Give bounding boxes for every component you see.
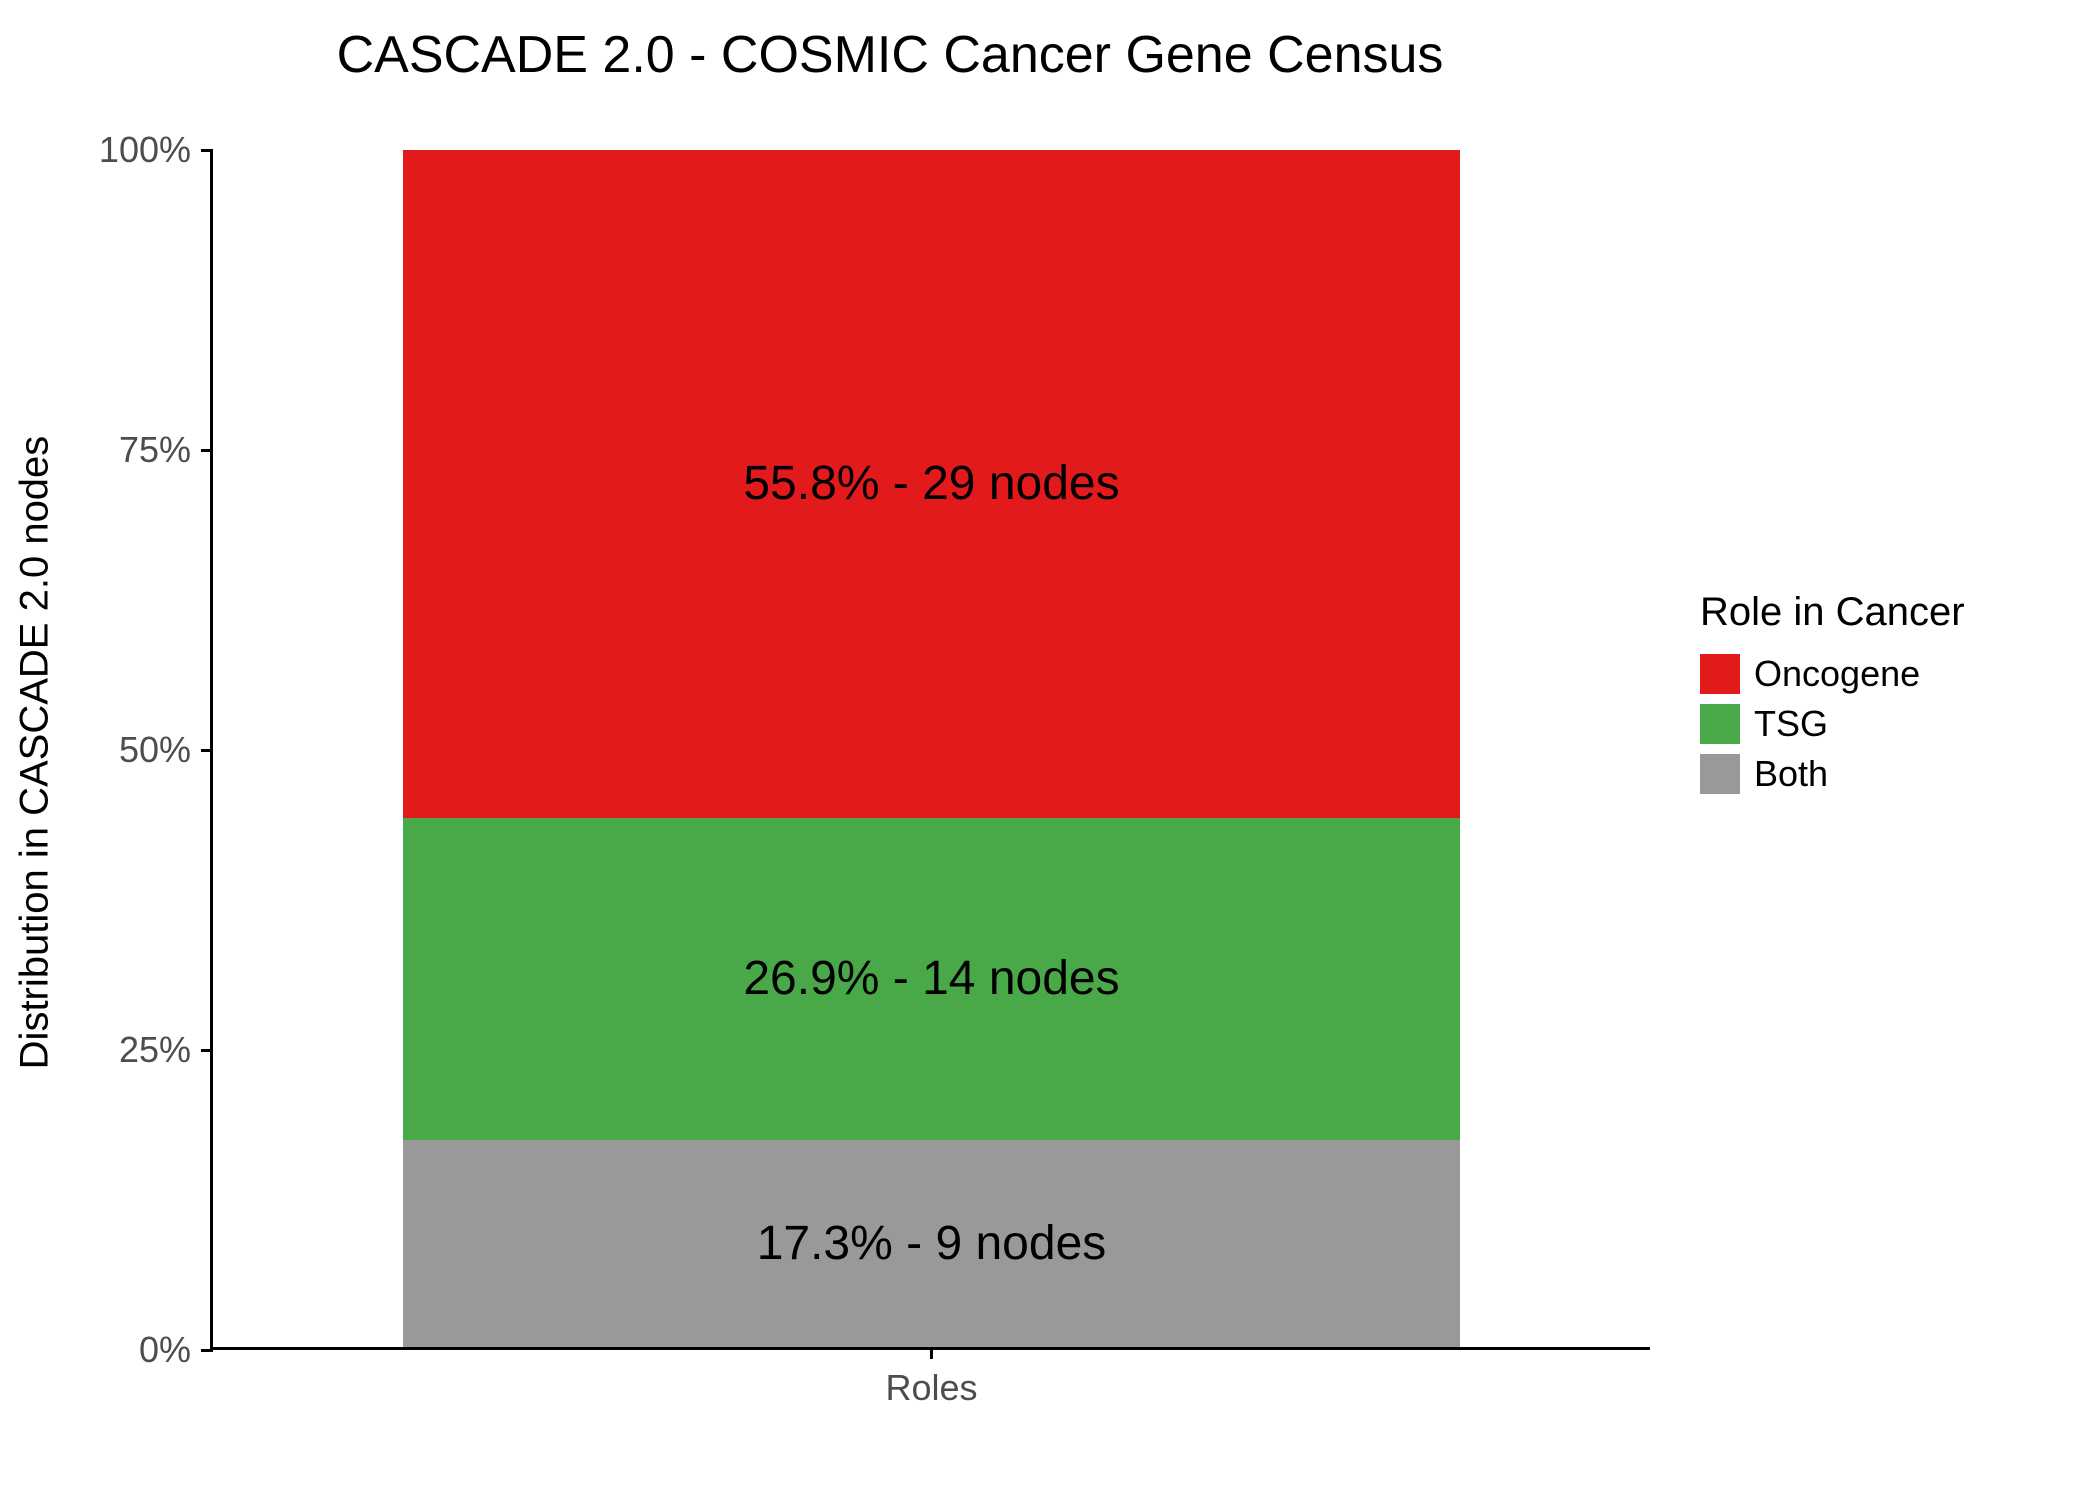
y-tick-mark <box>201 1049 213 1052</box>
y-tick: 50% <box>91 732 213 768</box>
chart-title: CASCADE 2.0 - COSMIC Cancer Gene Census <box>140 25 1640 85</box>
x-tick-mark <box>930 1347 933 1359</box>
y-tick-mark <box>201 749 213 752</box>
x-axis-label: Roles <box>885 1359 977 1409</box>
legend-swatch <box>1700 704 1740 744</box>
bar-segment-tsg: 26.9% - 14 nodes <box>403 818 1461 1140</box>
y-tick-label: 100% <box>91 129 201 171</box>
y-tick: 25% <box>91 1032 213 1068</box>
bar-segment-oncogene: 55.8% - 29 nodes <box>403 150 1461 818</box>
bar-segment-label: 26.9% - 14 nodes <box>743 951 1119 1006</box>
legend-swatch <box>1700 754 1740 794</box>
bar-segment-label: 17.3% - 9 nodes <box>757 1216 1107 1271</box>
chart-container: CASCADE 2.0 - COSMIC Cancer Gene Census … <box>0 0 2100 1500</box>
legend-label: TSG <box>1754 703 1828 745</box>
y-tick-label: 75% <box>91 429 201 471</box>
y-tick-label: 25% <box>91 1029 201 1071</box>
legend-swatch <box>1700 654 1740 694</box>
y-tick: 100% <box>91 132 213 168</box>
y-tick: 0% <box>91 1332 213 1368</box>
x-tick: Roles <box>885 1347 977 1409</box>
bar-stack: 17.3% - 9 nodes 26.9% - 14 nodes 55.8% - 2… <box>403 150 1461 1347</box>
plot-area: 0%25%50%75%100%17.3% - 9 nodes26.9% - 14… <box>210 150 1650 1350</box>
bar-segment-label: 55.8% - 29 nodes <box>743 456 1119 511</box>
legend-label: Oncogene <box>1754 653 1920 695</box>
y-tick: 75% <box>91 432 213 468</box>
y-tick-mark <box>201 1349 213 1352</box>
y-tick-label: 50% <box>91 729 201 771</box>
legend-item-both: Both <box>1700 753 1965 795</box>
y-tick-label: 0% <box>91 1329 201 1371</box>
legend-label: Both <box>1754 753 1828 795</box>
bar-segment-both: 17.3% - 9 nodes <box>403 1140 1461 1347</box>
legend-item-tsg: TSG <box>1700 703 1965 745</box>
legend-item-oncogene: Oncogene <box>1700 653 1965 695</box>
y-tick-mark <box>201 449 213 452</box>
y-tick-mark <box>201 149 213 152</box>
legend: Role in Cancer Oncogene TSG Both <box>1700 590 1965 803</box>
y-axis-label: Distribution in CASCADE 2.0 nodes <box>13 153 58 1353</box>
legend-title: Role in Cancer <box>1700 590 1965 635</box>
